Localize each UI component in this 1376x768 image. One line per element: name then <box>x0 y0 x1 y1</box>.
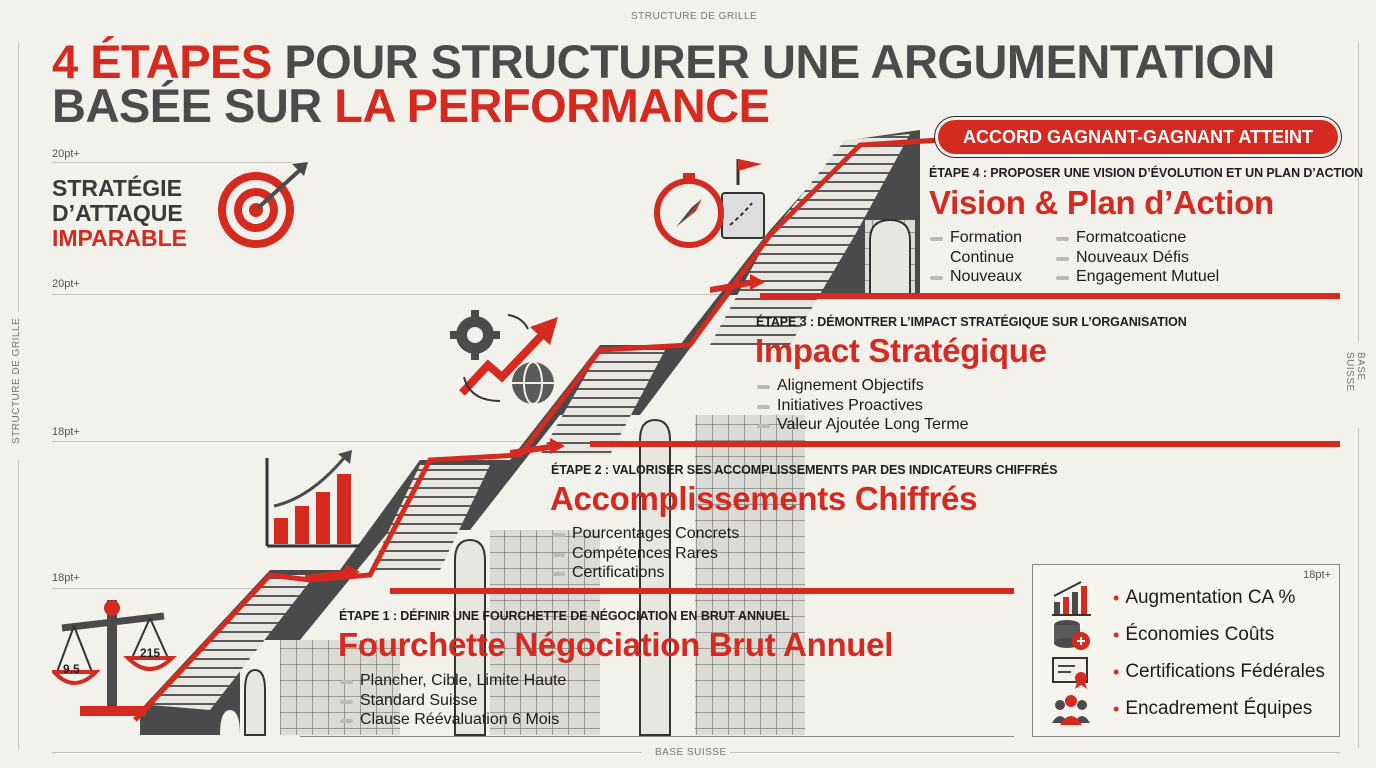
step1-baseline <box>300 736 1014 737</box>
guide-line <box>52 162 292 163</box>
list-item: Plancher, Cible, Limite Haute <box>339 671 566 691</box>
guide-line <box>52 441 532 442</box>
slogan-line2: D’ATTAQUE <box>52 200 183 226</box>
step3-divider <box>590 441 1340 447</box>
bullet-dot: • <box>1113 587 1120 608</box>
grid-baseline-right <box>730 752 1340 753</box>
step4-title: Vision & Plan d’Action <box>929 184 1274 221</box>
compass-icon <box>654 159 765 248</box>
grid-right-rule-bottom <box>1358 428 1359 748</box>
staircase-illustration <box>133 130 941 736</box>
indicator-savings: • Économies Coûts <box>1051 617 1274 653</box>
indicator-label: Certifications Fédérales <box>1125 661 1325 682</box>
bullet-dot: • <box>1113 698 1120 719</box>
guide-line <box>52 294 732 295</box>
indicators-panel: 18pt+ • Augmentation CA % • Économies Co… <box>1032 564 1340 737</box>
coins-icon <box>1054 620 1090 650</box>
step2-title: Accomplissements Chiffrés <box>550 480 978 517</box>
list-item: Nouveaux <box>929 267 1049 287</box>
step3-label: ÉTAPE 3 : DÉMONTRER L’IMPACT STRATÉGIQUE… <box>756 315 1187 329</box>
list-item: Initiatives Proactives <box>756 396 969 416</box>
grid-bottom-label: BASE SUISSE <box>655 747 727 758</box>
balance-scale-icon <box>52 600 177 716</box>
indicator-team: • Encadrement Équipes <box>1051 691 1312 727</box>
size-marker: 20pt+ <box>52 148 80 160</box>
grid-right-label: BASE SUISSE <box>1344 352 1366 392</box>
step4-bullets-right: Formatcoaticne Nouveaux Défis Engagement… <box>1055 228 1219 287</box>
indicator-label: Économies Coûts <box>1125 624 1275 645</box>
growth-strategy-icon <box>450 310 558 405</box>
guide-line <box>52 588 312 589</box>
scale-value-left: 9.5 <box>63 662 80 676</box>
size-marker: 20pt+ <box>52 278 80 290</box>
grid-left-rule-bottom <box>18 460 19 750</box>
list-item: Nouveaux Défis <box>1055 248 1219 268</box>
scale-value-right: 215 <box>140 646 161 660</box>
grid-right-rule-top <box>1358 42 1359 342</box>
slogan: STRATÉGIE D’ATTAQUE IMPARABLE <box>52 176 187 251</box>
bar-chart-icon <box>1052 581 1091 616</box>
step1-bullets: Plancher, Cible, Limite Haute Standard S… <box>339 671 566 730</box>
slogan-line1: STRATÉGIE <box>52 175 182 201</box>
list-item: Compétences Rares <box>551 544 739 564</box>
win-win-badge: ACCORD GAGNANT-GAGNANT ATTEINT <box>938 120 1338 154</box>
grid-left-label: STRUCTURE DE GRILLE <box>11 317 22 444</box>
list-item: Standard Suisse <box>339 691 566 711</box>
grid-left-rule-top <box>18 42 19 312</box>
step2-bullets: Pourcentages Concrets Compétences Rares … <box>551 524 739 583</box>
list-item: Formation Continue <box>929 228 1049 267</box>
step1-title: Fourchette Négociation Brut Annuel <box>338 626 894 663</box>
list-item: Formatcoaticne <box>1055 228 1219 248</box>
grid-top-label: STRUCTURE DE GRILLE <box>631 11 758 22</box>
list-item: Valeur Ajoutée Long Terme <box>756 415 969 435</box>
step3-bullets: Alignement Objectifs Initiatives Proacti… <box>756 376 969 435</box>
bullet-dot: • <box>1113 624 1120 645</box>
list-item: Engagement Mutuel <box>1055 267 1219 287</box>
list-item: Clause Réévaluation 6 Mois <box>339 710 566 730</box>
size-marker: 18pt+ <box>52 426 80 438</box>
step1-label: ÉTAPE 1 : DÉFINIR UNE FOURCHETTE DE NÉGO… <box>339 609 790 623</box>
indicator-label: Encadrement Équipes <box>1125 698 1313 719</box>
page-title: 4 ÉTAPES POUR STRUCTURER UNE ARGUMENTATI… <box>52 38 1275 129</box>
step4-label: ÉTAPE 4 : PROPOSER UNE VISION D’ÉVOLUTIO… <box>929 166 1363 180</box>
slogan-line3: IMPARABLE <box>52 225 188 251</box>
list-item: Pourcentages Concrets <box>551 524 739 544</box>
grid-baseline-left <box>52 752 642 753</box>
bar-chart-icon <box>265 450 360 548</box>
target-icon <box>218 162 308 248</box>
team-icon <box>1052 695 1090 725</box>
indicator-revenue: • Augmentation CA % <box>1051 580 1295 616</box>
panel-size-marker: 18pt+ <box>1303 569 1331 581</box>
step2-divider <box>390 588 1014 594</box>
step4-bullets-left: Formation Continue Nouveaux <box>929 228 1049 287</box>
indicator-label: Augmentation CA % <box>1125 587 1296 608</box>
list-item: Certifications <box>551 563 739 583</box>
step2-label: ÉTAPE 2 : VALORISER SES ACCOMPLISSEMENTS… <box>551 463 1058 477</box>
title-highlight-steps: 4 ÉTAPES <box>52 35 272 88</box>
indicator-certifications: • Certifications Fédérales <box>1051 654 1325 690</box>
title-line1: POUR STRUCTURER UNE ARGUMENTATION <box>284 35 1275 88</box>
title-line2: BASÉE SUR <box>52 79 322 132</box>
size-marker: 18pt+ <box>52 572 80 584</box>
bullet-dot: • <box>1113 661 1120 682</box>
step4-divider <box>760 293 1340 299</box>
step3-title: Impact Stratégique <box>755 332 1047 369</box>
list-item: Alignement Objectifs <box>756 376 969 396</box>
certificate-icon <box>1052 657 1088 689</box>
title-highlight-performance: LA PERFORMANCE <box>334 79 770 132</box>
